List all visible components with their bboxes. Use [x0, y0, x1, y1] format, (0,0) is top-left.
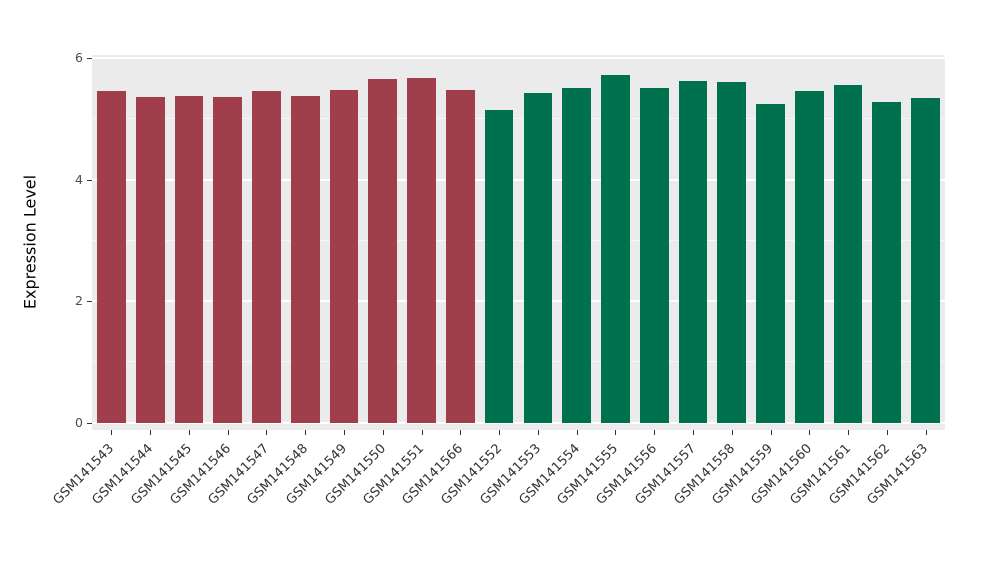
bar [368, 79, 398, 423]
x-tick-mark [305, 430, 307, 435]
y-tick-label: 6 [75, 50, 83, 65]
x-tick-mark [925, 430, 927, 435]
bar [329, 89, 359, 423]
x-tick-mark [809, 430, 811, 435]
bar [523, 93, 553, 423]
bar [639, 88, 669, 423]
y-tick-label: 2 [75, 293, 83, 309]
gridline-minor [92, 117, 945, 119]
x-tick-mark [615, 430, 617, 435]
bar [601, 75, 630, 423]
bar [911, 97, 940, 423]
bar [407, 78, 436, 423]
x-tick-mark [382, 430, 384, 435]
x-tick-mark [537, 430, 539, 435]
x-tick-mark [654, 430, 656, 435]
x-tick-mark [692, 430, 694, 435]
bar [97, 91, 126, 423]
bar [290, 96, 320, 423]
x-tick-mark [266, 430, 268, 435]
x-tick-mark [770, 430, 772, 435]
y-tick-mark [87, 301, 92, 303]
y-tick-label: 0 [75, 415, 83, 430]
gridline-minor [92, 361, 945, 363]
x-tick-mark [731, 430, 733, 435]
x-tick-mark [421, 430, 423, 435]
x-tick-mark [576, 430, 578, 435]
gridline-major [92, 422, 945, 424]
bar [252, 91, 281, 423]
bar [717, 82, 747, 423]
bar [833, 85, 863, 423]
gridline-major [92, 178, 945, 181]
bar [135, 96, 165, 423]
y-tick-label: 4 [75, 171, 83, 187]
bar [562, 88, 591, 423]
bar [484, 109, 514, 423]
x-tick-mark [150, 430, 152, 435]
bar [794, 91, 824, 423]
y-tick-mark [87, 423, 92, 424]
plot-panel [92, 55, 945, 430]
x-tick-mark [188, 430, 190, 435]
x-tick-mark [848, 430, 850, 435]
bar [872, 101, 902, 423]
gridline-major [92, 300, 945, 303]
x-tick-mark [460, 430, 462, 435]
x-tick-mark [111, 430, 113, 435]
bar [756, 103, 785, 423]
bar [174, 95, 204, 423]
gridline-minor [92, 239, 945, 241]
gridline-major [92, 57, 945, 59]
bar [678, 81, 708, 423]
x-tick-mark [227, 430, 229, 435]
y-axis-title: Expression Level [20, 174, 40, 310]
bar [445, 89, 475, 423]
y-tick-mark [87, 58, 92, 59]
y-tick-mark [87, 179, 92, 181]
x-tick-mark [499, 430, 501, 435]
bar [213, 96, 243, 423]
x-tick-mark [344, 430, 346, 435]
x-tick-mark [886, 430, 888, 435]
